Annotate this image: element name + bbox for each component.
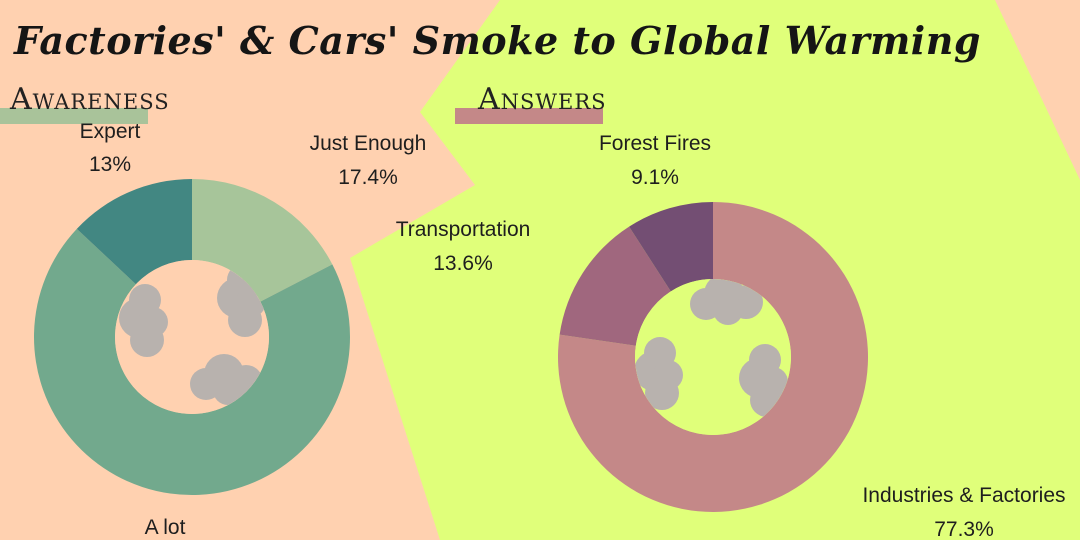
smoke-cloud-icon — [690, 279, 763, 325]
slice-label-a-lot: A lot — [145, 516, 186, 539]
awareness-donut — [33, 179, 350, 495]
slice-value-industries-factories: 77.3% — [934, 518, 994, 540]
donut-slice-just-enough — [192, 179, 333, 302]
answers-label: Answers — [478, 82, 607, 117]
slice-label-industries-factories: Industries & Factories — [862, 484, 1065, 507]
slice-value-just-enough: 17.4% — [338, 166, 398, 189]
smoke-cloud-icon — [635, 337, 683, 410]
donut-slice-transportation — [559, 226, 671, 346]
awareness-label: Awareness — [10, 82, 170, 117]
slice-label-forest-fires: Forest Fires — [599, 132, 711, 155]
slice-value-forest-fires: 9.1% — [631, 166, 679, 189]
smoke-clouds — [635, 279, 788, 417]
donut-slice-forest-fires — [629, 202, 713, 292]
slice-value-transportation: 13.6% — [433, 252, 493, 275]
slice-label-just-enough: Just Enough — [310, 132, 427, 155]
slice-label-transportation: Transportation — [396, 218, 531, 241]
answers-donut — [558, 201, 869, 512]
smoke-cloud-icon — [739, 344, 788, 417]
answers-underline — [455, 108, 603, 124]
page-title: Factories' & Cars' Smoke to Global Warmi… — [14, 18, 981, 63]
donut-slice-expert — [76, 179, 192, 285]
awareness-underline — [0, 108, 148, 124]
donut-slice-industries-factories — [558, 201, 869, 512]
slice-label-expert: Expert — [80, 120, 141, 143]
slice-value-expert: 13% — [89, 153, 131, 176]
donut-slice-a-lot — [33, 228, 350, 495]
smoke-cloud-icon — [119, 284, 168, 357]
